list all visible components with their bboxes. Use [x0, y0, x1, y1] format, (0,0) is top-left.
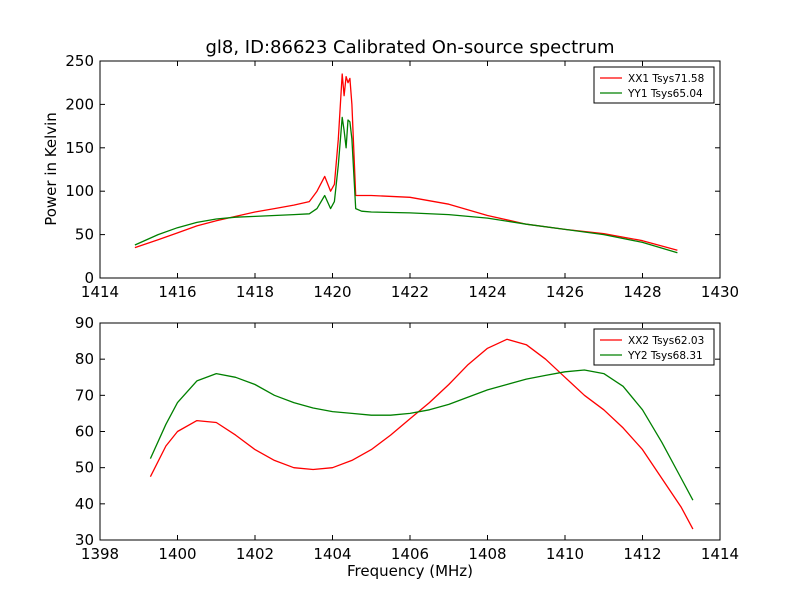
- top-y-tick-label: 250: [65, 52, 94, 70]
- bottom-series-line-2: [149, 369, 694, 501]
- bottom-legend-label: YY2 Tsys68.31: [627, 350, 703, 362]
- top-series-line-2: [134, 116, 678, 254]
- top-x-tick-label: 1420: [313, 283, 351, 301]
- bottom-y-tick-label: 50: [75, 459, 94, 477]
- bottom-legend-label: XX2 Tsys62.03: [628, 335, 704, 347]
- bottom-x-tick-label: 1404: [313, 545, 351, 563]
- top-x-tick-label: 1422: [391, 283, 429, 301]
- top-legend-label: YY1 Tsys65.04: [627, 88, 703, 100]
- top-y-axis-label: Power in Kelvin: [42, 112, 60, 226]
- top-y-tick-label: 200: [65, 95, 94, 113]
- top-y-tick-label: 100: [65, 182, 94, 200]
- bottom-series-line-1: [149, 338, 694, 530]
- bottom-y-tick-label: 40: [75, 495, 94, 513]
- bottom-x-tick-label: 1410: [546, 545, 584, 563]
- bottom-x-tick-label: 1412: [623, 545, 661, 563]
- chart-title: gl8, ID:86623 Calibrated On-source spect…: [205, 37, 614, 58]
- bottom-y-tick-label: 60: [75, 423, 94, 441]
- top-legend: [593, 66, 715, 104]
- top-x-tick-label: 1430: [701, 283, 739, 301]
- bottom-x-tick-label: 1398: [81, 545, 119, 563]
- top-x-tick-label: 1416: [158, 283, 196, 301]
- bottom-legend: [593, 328, 715, 366]
- bottom-x-tick-label: 1406: [391, 545, 429, 563]
- bottom-x-tick-label: 1414: [701, 545, 739, 563]
- top-y-tick-label: 50: [75, 226, 94, 244]
- top-y-tick-label: 150: [65, 139, 94, 157]
- bottom-y-tick-label: 30: [75, 531, 94, 549]
- top-y-tick-label: 0: [84, 269, 94, 287]
- bottom-x-tick-label: 1400: [158, 545, 196, 563]
- bottom-y-tick-label: 70: [75, 386, 94, 404]
- top-x-tick-label: 1414: [81, 283, 119, 301]
- top-plot: 1414 1416 1418 1420 1422 1424 1426 1428 1430 0 50 1…: [65, 52, 739, 301]
- top-legend-label: XX1 Tsys71.58: [628, 73, 704, 85]
- top-x-tick-label: 1424: [468, 283, 506, 301]
- bottom-x-tick-label: 1402: [236, 545, 274, 563]
- bottom-plot: 1398 1400 1402 1404 1406 1408 1410 1412 1414 30 40…: [75, 314, 739, 563]
- top-x-tick-label: 1418: [236, 283, 274, 301]
- top-x-tick-label: 1428: [623, 283, 661, 301]
- bottom-y-tick-label: 90: [75, 314, 94, 332]
- top-x-tick-label: 1426: [546, 283, 584, 301]
- bottom-x-axis-label: Frequency (MHz): [347, 562, 473, 580]
- top-series-line-1: [134, 73, 678, 251]
- bottom-y-tick-label: 80: [75, 350, 94, 368]
- bottom-x-tick-label: 1408: [468, 545, 506, 563]
